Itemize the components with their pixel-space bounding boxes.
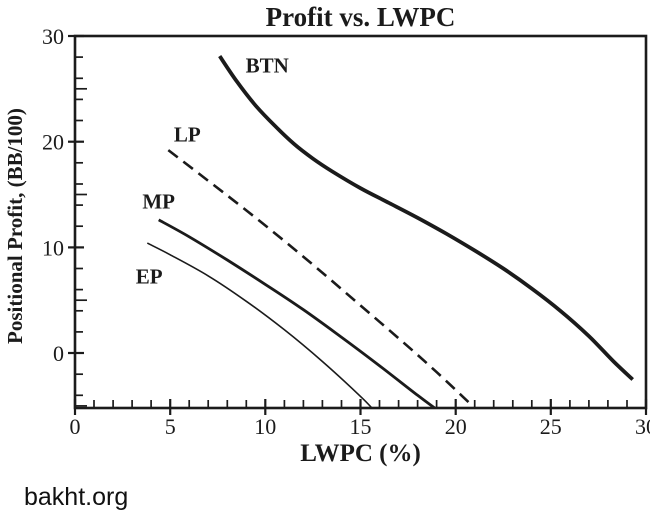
- watermark-text: bakht.org: [24, 483, 129, 511]
- series-line-ep: [146, 242, 373, 409]
- x-tick-label: 20: [445, 414, 467, 439]
- series-line-lp: [167, 149, 476, 409]
- series-line-btn: [218, 55, 634, 381]
- y-tick-label: 20: [42, 130, 64, 155]
- series-label-mp: MP: [142, 189, 176, 214]
- x-tick-label: 5: [165, 414, 176, 439]
- series-label-ep: EP: [135, 264, 163, 289]
- y-tick-label: 10: [42, 235, 64, 260]
- chart-title: Profit vs. LWPC: [265, 2, 456, 32]
- y-axis-title: Positional Profit, (BB/100): [3, 108, 27, 344]
- series-label-lp: LP: [173, 122, 201, 147]
- series-line-mp: [158, 218, 436, 410]
- y-tick-label: 0: [53, 341, 64, 366]
- x-tick-label: 0: [70, 414, 81, 439]
- series-label-btn: BTN: [245, 53, 289, 78]
- x-tick-label: 30: [635, 414, 650, 439]
- x-tick-label: 15: [350, 414, 372, 439]
- x-tick-label: 25: [540, 414, 562, 439]
- y-tick-label: 30: [42, 24, 64, 49]
- x-tick-label: 10: [254, 414, 276, 439]
- x-axis-title: LWPC (%): [300, 440, 421, 467]
